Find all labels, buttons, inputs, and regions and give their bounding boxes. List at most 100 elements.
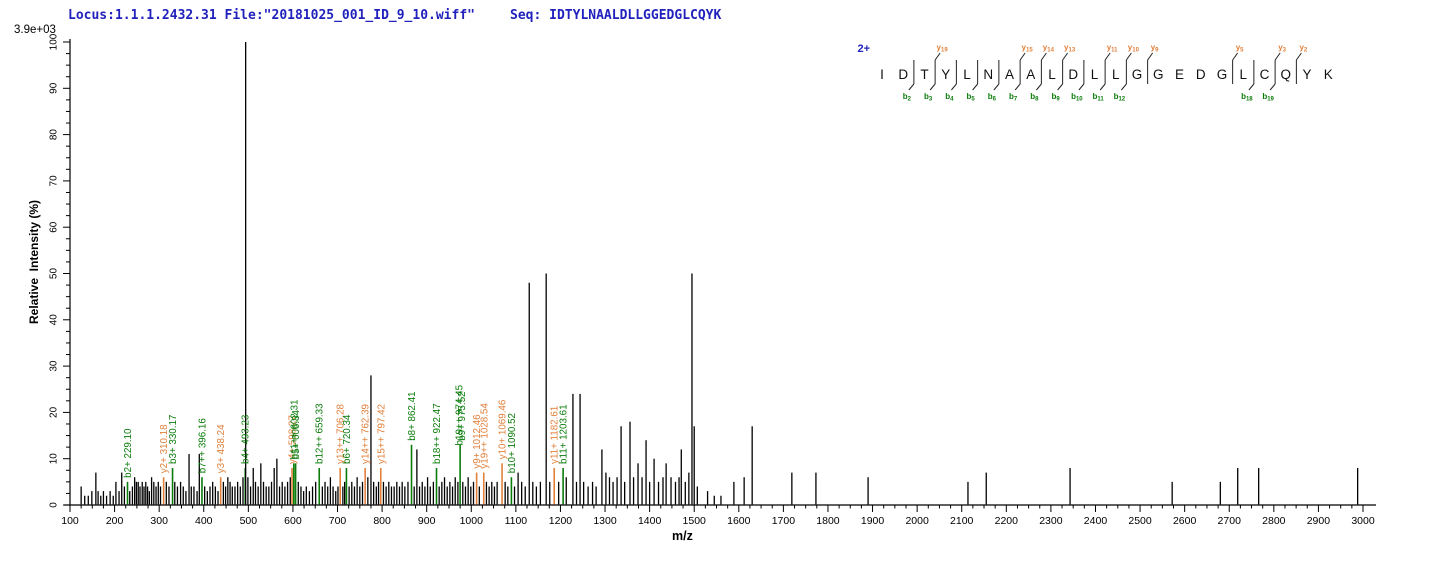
b-ion-label: b9 (1052, 92, 1061, 103)
b-ion-label: b18 (1241, 92, 1253, 103)
residue-letter: C (1260, 67, 1270, 82)
peak-label: b11++ 602.31 (289, 400, 300, 460)
x-axis-tick-label: 1900 (861, 515, 885, 527)
y-axis-tick-label: 20 (49, 406, 60, 418)
b-ion-label: b3 (924, 92, 933, 103)
b-ion-label: b11 (1093, 92, 1105, 103)
y-ion-tick (1040, 52, 1047, 61)
intensity-scale-label: 3.9e+03 (14, 24, 56, 36)
y-axis-tick-label: 60 (49, 221, 60, 233)
b-ion-tick (1248, 83, 1255, 91)
b-ion-tick (908, 83, 915, 91)
y-ion-tick (1232, 52, 1239, 61)
y-ion-tick (1274, 52, 1281, 61)
peak-label: y14++ 762.39 (361, 404, 372, 464)
b-ion-tick (1120, 83, 1127, 91)
b-ion-tick (993, 83, 1000, 91)
b-ion-label: b2 (903, 92, 912, 103)
x-axis-tick-label: 2000 (905, 515, 929, 527)
peak-label: b6+ 720.34 (342, 414, 353, 464)
b-ion-label: b12 (1114, 92, 1126, 103)
residue-letter: E (1175, 67, 1184, 82)
residue-letter: Q (1280, 67, 1291, 82)
b-ion-tick (1078, 83, 1085, 91)
y-ion-tick (934, 52, 941, 61)
b-ion-label: b7 (1009, 92, 1018, 103)
y-ion-label: y9 (1151, 43, 1159, 54)
y-axis-tick-label: 50 (49, 268, 60, 280)
x-axis-tick-label: 800 (373, 515, 391, 527)
b-ion-tick (950, 83, 957, 91)
residue-letter: L (1239, 67, 1247, 82)
residue-letter: K (1324, 67, 1333, 82)
y-axis-tick-label: 10 (49, 453, 60, 465)
peak-label: b2+ 229.10 (123, 428, 134, 478)
peak-label: b18++ 922.47 (432, 403, 443, 463)
x-axis-tick-label: 2800 (1262, 515, 1286, 527)
precursor-charge-label: 2+ (857, 43, 870, 55)
x-axis-title: m/z (672, 529, 693, 543)
x-axis-tick-label: 1400 (638, 515, 662, 527)
b-ion-tick (929, 83, 936, 91)
x-axis-tick-label: 2100 (950, 515, 974, 527)
x-axis-tick-label: 1100 (505, 515, 528, 527)
x-axis-tick-label: 1800 (816, 515, 840, 527)
residue-letter: D (898, 67, 908, 82)
peak-label: b12++ 659.33 (315, 403, 326, 464)
y-axis-tick-label: 80 (49, 129, 60, 141)
x-axis-tick-label: 2500 (1128, 515, 1152, 527)
y-ion-tick (1295, 52, 1302, 61)
x-axis-tick-label: 200 (106, 515, 124, 527)
b-ion-label: b6 (988, 92, 997, 103)
b-ion-tick (1099, 83, 1106, 91)
y-axis-tick-label: 70 (49, 175, 60, 187)
residue-letter: D (1068, 67, 1078, 82)
peak-label: y10+ 1069.46 (498, 399, 509, 459)
header-locus-file: Locus:1.1.1.2432.31 File:"20181025_001_I… (68, 8, 475, 23)
peak-label: y19++ 1028.54 (479, 403, 490, 469)
y-axis-tick-label: 40 (49, 314, 60, 326)
b-ion-label: b8 (1030, 92, 1039, 103)
b-ion-tick (1014, 83, 1021, 91)
y-ion-label: y10 (1128, 43, 1140, 54)
residue-letter: N (983, 67, 993, 82)
peak-label: y3+ 438.24 (216, 424, 227, 473)
residue-letter: Y (941, 67, 950, 82)
y-ion-tick (1147, 52, 1154, 61)
residue-letter: L (1091, 67, 1099, 82)
peak-label: b3+ 330.17 (168, 415, 179, 464)
residue-letter: T (920, 67, 928, 82)
y-ion-label: y11 (1107, 43, 1118, 54)
residue-letter: A (1026, 67, 1035, 82)
residue-letter: G (1132, 67, 1143, 82)
b-ion-label: b19 (1262, 92, 1274, 103)
residue-letter: G (1217, 67, 1228, 82)
x-axis-tick-label: 1200 (549, 515, 573, 527)
peak-label: y11+ 1182.61 (550, 406, 561, 464)
y-ion-label: y19 (937, 43, 949, 54)
x-axis-tick-label: 1600 (727, 515, 751, 527)
y-axis-tick-label: 30 (49, 360, 60, 372)
x-axis-tick-label: 600 (284, 515, 302, 527)
residue-letter: D (1196, 67, 1206, 82)
y-ion-tick (1062, 52, 1069, 61)
x-axis-tick-label: 1000 (460, 515, 484, 527)
peak-label: b5+ 606.34 (291, 409, 302, 459)
y-axis-tick-label: 100 (49, 33, 60, 50)
y-ion-label: y13 (1064, 43, 1076, 54)
peak-label: y9+ 1012.46 (472, 414, 483, 469)
x-axis-tick-label: 2700 (1218, 515, 1242, 527)
peak-label: y4+ 598.27 (288, 415, 299, 464)
b-ion-label: b10 (1071, 92, 1083, 103)
peak-label: b8+ 862.41 (407, 391, 418, 440)
peak-label: y2+ 310.18 (159, 424, 170, 473)
sequence-prefix: Seq: (510, 8, 550, 23)
axes: 100 200 300 400 500 600 700 800 900 1000 1100 1200 1… (49, 33, 1376, 527)
b-ion-tick (1057, 83, 1064, 91)
y-axis-tick-label: 0 (49, 502, 60, 508)
residue-letter: Y (1302, 67, 1311, 82)
x-axis-tick-label: 500 (240, 515, 258, 527)
residue-letter: L (1048, 67, 1056, 82)
